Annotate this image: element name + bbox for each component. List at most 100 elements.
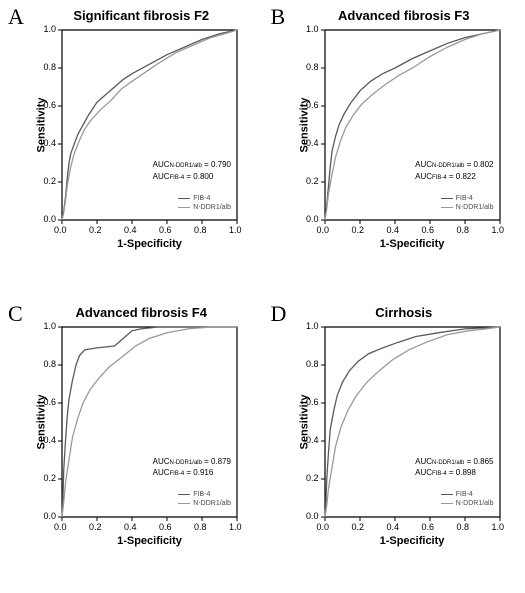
legend-item: N-DDR1/alb (441, 203, 494, 212)
x-tick-label: 1.0 (229, 522, 242, 532)
roc-chart: 0.00.00.20.20.40.40.60.60.80.81.01.0AUCN… (325, 327, 500, 517)
legend-label: FIB-4 (193, 490, 210, 499)
legend-swatch (178, 503, 190, 504)
y-axis-label: Sensitivity (298, 394, 310, 449)
panel-title: Advanced fibrosis F4 (0, 305, 263, 320)
legend-swatch (441, 198, 453, 199)
legend-label: FIB-4 (193, 194, 210, 203)
curve-nddr1 (62, 327, 237, 517)
y-tick-label: 0.2 (299, 176, 319, 186)
x-tick-label: 1.0 (492, 225, 505, 235)
panel-title: Significant fibrosis F2 (0, 8, 263, 23)
x-tick-label: 0.4 (387, 225, 400, 235)
x-tick-label: 0.8 (194, 225, 207, 235)
curve-nddr1 (62, 30, 237, 220)
legend-swatch (441, 503, 453, 504)
x-tick-label: 0.4 (124, 522, 137, 532)
y-tick-label: 0.2 (299, 473, 319, 483)
auc-line: AUCFIB-4 = 0.800 (153, 171, 231, 182)
x-tick-label: 0.2 (352, 522, 365, 532)
legend-swatch (178, 494, 190, 495)
y-tick-label: 0.8 (299, 62, 319, 72)
legend: FIB-4N-DDR1/alb (178, 490, 231, 508)
y-tick-label: 0.8 (36, 62, 56, 72)
x-tick-label: 0.8 (457, 522, 470, 532)
curve-nddr1 (325, 327, 500, 517)
y-tick-label: 1.0 (299, 321, 319, 331)
x-tick-label: 0.6 (422, 522, 435, 532)
x-tick-label: 0.2 (352, 225, 365, 235)
y-tick-label: 0.0 (299, 214, 319, 224)
figure-page: ASignificant fibrosis F20.00.00.20.20.40… (0, 0, 525, 593)
legend-label: N-DDR1/alb (193, 499, 231, 508)
auc-line: AUCN-DDR1/alb = 0.802 (415, 159, 493, 170)
x-tick-label: 0.8 (457, 225, 470, 235)
chart-svg (62, 327, 237, 517)
legend-item: FIB-4 (178, 490, 231, 499)
y-axis-label: Sensitivity (36, 394, 48, 449)
x-axis-label: 1-Specificity (325, 535, 500, 547)
panel-c: CAdvanced fibrosis F40.00.00.20.20.40.40… (0, 297, 263, 593)
x-tick-label: 0.0 (54, 225, 67, 235)
auc-line: AUCFIB-4 = 0.822 (415, 171, 493, 182)
auc-block: AUCN-DDR1/alb = 0.865AUCFIB-4 = 0.898 (415, 456, 493, 479)
x-tick-label: 0.6 (159, 225, 172, 235)
x-tick-label: 0.2 (89, 225, 102, 235)
curve-fib4 (325, 30, 500, 220)
x-tick-label: 0.6 (159, 522, 172, 532)
x-tick-label: 0.0 (54, 522, 67, 532)
legend-swatch (178, 198, 190, 199)
legend-item: N-DDR1/alb (178, 499, 231, 508)
y-tick-label: 0.0 (36, 511, 56, 521)
curve-fib4 (62, 327, 237, 517)
curve-fib4 (325, 327, 500, 517)
auc-line: AUCN-DDR1/alb = 0.879 (153, 456, 231, 467)
x-tick-label: 0.8 (194, 522, 207, 532)
x-axis-label: 1-Specificity (62, 535, 237, 547)
legend-item: FIB-4 (441, 490, 494, 499)
auc-block: AUCN-DDR1/alb = 0.879AUCFIB-4 = 0.916 (153, 456, 231, 479)
legend-item: FIB-4 (441, 194, 494, 203)
y-tick-label: 1.0 (36, 321, 56, 331)
legend-label: FIB-4 (456, 490, 473, 499)
legend-swatch (178, 207, 190, 208)
x-tick-label: 0.0 (317, 522, 330, 532)
y-tick-label: 0.8 (299, 359, 319, 369)
axis-frame (325, 327, 500, 517)
y-tick-label: 0.2 (36, 176, 56, 186)
auc-line: AUCN-DDR1/alb = 0.865 (415, 456, 493, 467)
x-tick-label: 1.0 (492, 522, 505, 532)
x-tick-label: 0.2 (89, 522, 102, 532)
chart-svg (325, 327, 500, 517)
y-tick-label: 0.2 (36, 473, 56, 483)
legend: FIB-4N-DDR1/alb (178, 194, 231, 212)
y-tick-label: 0.8 (36, 359, 56, 369)
panel-grid: ASignificant fibrosis F20.00.00.20.20.40… (0, 0, 525, 593)
roc-chart: 0.00.00.20.20.40.40.60.60.80.81.01.0AUCN… (62, 30, 237, 220)
legend-item: N-DDR1/alb (178, 203, 231, 212)
axis-frame (62, 327, 237, 517)
auc-line: AUCN-DDR1/alb = 0.790 (153, 159, 231, 170)
y-axis-label: Sensitivity (36, 97, 48, 152)
legend-item: FIB-4 (178, 194, 231, 203)
y-tick-label: 0.0 (36, 214, 56, 224)
y-tick-label: 1.0 (299, 24, 319, 34)
panel-a: ASignificant fibrosis F20.00.00.20.20.40… (0, 0, 263, 297)
panel-b: BAdvanced fibrosis F30.00.00.20.20.40.40… (263, 0, 525, 297)
x-tick-label: 0.4 (124, 225, 137, 235)
legend-label: N-DDR1/alb (456, 499, 494, 508)
legend: FIB-4N-DDR1/alb (441, 490, 494, 508)
x-tick-label: 0.4 (387, 522, 400, 532)
chart-svg (62, 30, 237, 220)
auc-line: AUCFIB-4 = 0.916 (153, 467, 231, 478)
legend-item: N-DDR1/alb (441, 499, 494, 508)
auc-block: AUCN-DDR1/alb = 0.790AUCFIB-4 = 0.800 (153, 159, 231, 182)
x-tick-label: 0.0 (317, 225, 330, 235)
legend-swatch (441, 494, 453, 495)
auc-line: AUCFIB-4 = 0.898 (415, 467, 493, 478)
panel-title: Cirrhosis (263, 305, 525, 320)
y-tick-label: 1.0 (36, 24, 56, 34)
y-tick-label: 0.0 (299, 511, 319, 521)
legend-label: N-DDR1/alb (193, 203, 231, 212)
x-axis-label: 1-Specificity (325, 238, 500, 250)
